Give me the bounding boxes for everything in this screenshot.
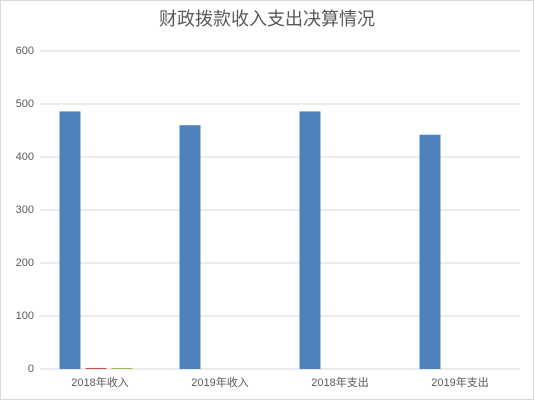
y-tick-label: 400	[16, 151, 34, 163]
x-tick-label: 2018年收入	[71, 375, 128, 389]
bar	[85, 367, 107, 369]
x-tick-label: 2019年支出	[431, 375, 488, 389]
bar	[111, 367, 133, 369]
bar	[59, 111, 81, 370]
bar	[179, 125, 201, 369]
y-tick-label: 200	[16, 257, 34, 269]
chart-title: 财政拨款收入支出决算情况	[159, 9, 375, 29]
y-tick-label: 100	[16, 310, 34, 322]
x-tick-label: 2018年支出	[311, 375, 368, 389]
bar	[299, 111, 321, 370]
y-tick-label: 300	[16, 204, 34, 216]
x-tick-label: 2019年收入	[191, 375, 248, 389]
y-tick-label: 600	[16, 45, 34, 57]
y-tick-label: 500	[16, 98, 34, 110]
y-tick-label: 0	[28, 363, 34, 375]
bar	[419, 134, 441, 369]
